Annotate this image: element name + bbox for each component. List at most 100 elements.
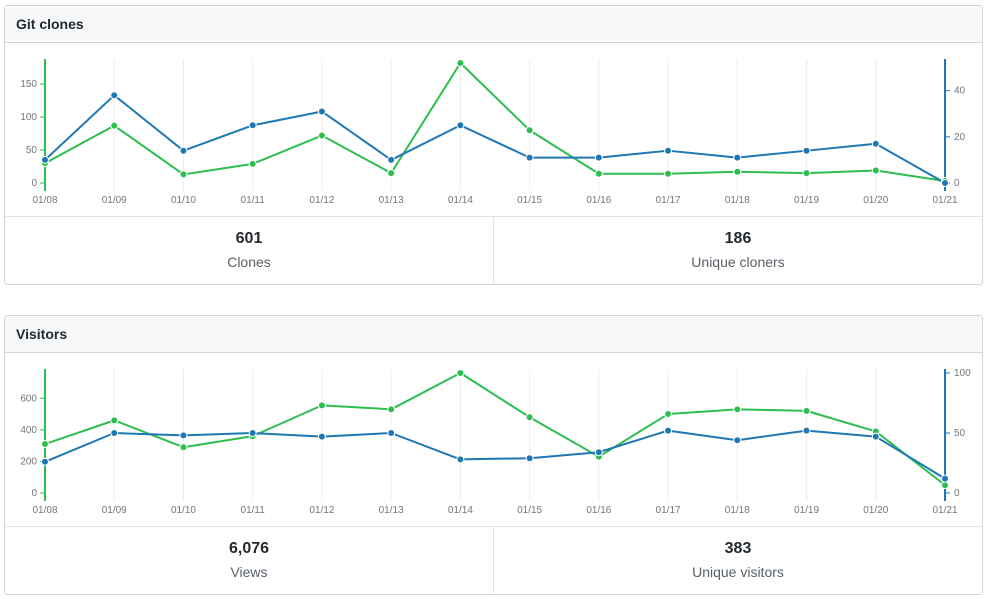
data-point-total (110, 121, 119, 130)
data-point-total (317, 131, 326, 140)
git-clones-title: Git clones (5, 6, 982, 43)
x-tick-label: 01/11 (241, 505, 266, 516)
x-tick-label: 01/21 (932, 195, 957, 206)
data-point-total (41, 440, 49, 449)
unique-cloners-count: 186 (724, 230, 752, 247)
x-tick-label: 01/15 (517, 195, 542, 206)
x-tick-label: 01/18 (725, 195, 750, 206)
data-point-unique (525, 454, 534, 463)
data-point-unique (733, 436, 742, 445)
clones-stat: 601 Clones (5, 217, 493, 283)
data-point-unique (664, 426, 673, 435)
data-point-total (179, 170, 188, 179)
data-point-unique (387, 429, 396, 437)
visitors-panel: Visitors 0 200 400 600 0 50 100 01/08 01/09 01/10… (4, 315, 983, 595)
data-point-unique (248, 429, 257, 437)
x-tick-label: 01/12 (309, 195, 334, 206)
x-tick-label: 01/19 (794, 195, 819, 206)
data-point-total (179, 443, 188, 452)
x-tick-label: 01/18 (725, 505, 750, 516)
git-clones-summary: 601 Clones 186 Unique cloners (5, 217, 982, 283)
data-point-unique (456, 455, 465, 464)
data-point-total (871, 166, 880, 175)
data-point-unique (456, 121, 465, 130)
x-tick-label: 01/08 (32, 505, 57, 516)
clones-count: 601 (235, 230, 263, 247)
x-tick-label: 01/08 (32, 195, 57, 206)
unique-visitors-label: Unique visitors (692, 564, 784, 580)
clones-label: Clones (227, 254, 271, 270)
data-point-unique (317, 432, 326, 441)
x-tick-label: 01/09 (102, 195, 127, 206)
right-axis-tick-label: 100 (954, 368, 971, 379)
x-tick-label: 01/15 (517, 505, 542, 516)
unique-cloners-label: Unique cloners (691, 254, 785, 270)
x-tick-label: 01/20 (863, 195, 888, 206)
unique-visitors-stat: 383 Unique visitors (493, 527, 982, 593)
left-axis-tick-label: 200 (20, 456, 37, 467)
data-point-unique (802, 146, 811, 155)
data-point-total (525, 413, 534, 422)
x-tick-label: 01/14 (448, 505, 473, 516)
left-axis-tick-label: 400 (20, 425, 37, 436)
data-point-total (387, 405, 396, 414)
x-tick-label: 01/14 (448, 195, 473, 206)
data-point-unique (594, 153, 603, 162)
data-point-unique (41, 457, 49, 466)
left-axis-tick-label: 150 (20, 79, 37, 90)
data-point-total (387, 169, 396, 178)
unique-cloners-stat: 186 Unique cloners (493, 217, 982, 283)
unique-visitors-count: 383 (724, 540, 752, 557)
data-point-total (664, 169, 673, 178)
series-line-total (44, 62, 946, 183)
visitors-title: Visitors (5, 316, 982, 353)
x-tick-label: 01/13 (379, 505, 404, 516)
data-point-total (664, 410, 673, 419)
data-point-total (594, 169, 603, 178)
data-point-unique (941, 474, 949, 483)
data-point-total (733, 167, 742, 176)
x-tick-label: 01/21 (932, 505, 957, 516)
right-axis-tick-label: 0 (954, 488, 960, 499)
x-tick-label: 01/11 (241, 195, 266, 206)
git-clones-chart: 0 50 100 150 0 20 40 01/08 01/09 01/10 01/11 01/12 0… (20, 59, 966, 206)
views-count: 6,076 (228, 540, 270, 557)
data-point-unique (317, 107, 326, 116)
data-point-unique (941, 179, 949, 187)
data-point-total (525, 126, 534, 135)
data-point-unique (525, 153, 534, 162)
data-point-total (941, 481, 949, 490)
visitors-chart: 0 200 400 600 0 50 100 01/08 01/09 01/10 01/11 01/1… (20, 368, 971, 516)
data-point-total (317, 401, 326, 410)
left-axis-tick-label: 50 (26, 145, 38, 156)
x-tick-label: 01/17 (656, 195, 681, 206)
data-point-unique (248, 121, 257, 130)
left-axis-tick-label: 100 (20, 112, 37, 123)
left-axis-tick-label: 0 (31, 178, 37, 189)
data-point-total (456, 59, 465, 67)
git-clones-panel: Git clones 0 50 100 150 0 20 40 01/08 01/09 01/10… (4, 5, 983, 285)
x-tick-label: 01/16 (586, 505, 611, 516)
git-clones-chart-area: 0 50 100 150 0 20 40 01/08 01/09 01/10 01/11 01/12 0… (5, 43, 982, 217)
data-point-unique (664, 146, 673, 155)
views-stat: 6,076 Views (5, 527, 493, 593)
x-tick-label: 01/12 (309, 505, 334, 516)
data-point-unique (802, 426, 811, 435)
data-point-unique (179, 431, 188, 440)
x-tick-label: 01/13 (379, 195, 404, 206)
data-point-unique (110, 429, 119, 437)
x-tick-label: 01/19 (794, 505, 819, 516)
data-point-total (802, 169, 811, 178)
x-tick-label: 01/09 (102, 505, 127, 516)
data-point-unique (594, 448, 603, 457)
x-tick-label: 01/10 (171, 195, 196, 206)
data-point-unique (110, 91, 119, 100)
x-tick-label: 01/16 (586, 195, 611, 206)
views-label: Views (230, 564, 268, 580)
left-axis-tick-label: 600 (20, 393, 37, 404)
visitors-summary: 6,076 Views 383 Unique visitors (5, 527, 982, 593)
data-point-unique (179, 146, 188, 155)
data-point-unique (733, 153, 742, 162)
data-point-total (733, 405, 742, 414)
x-tick-label: 01/10 (171, 505, 196, 516)
